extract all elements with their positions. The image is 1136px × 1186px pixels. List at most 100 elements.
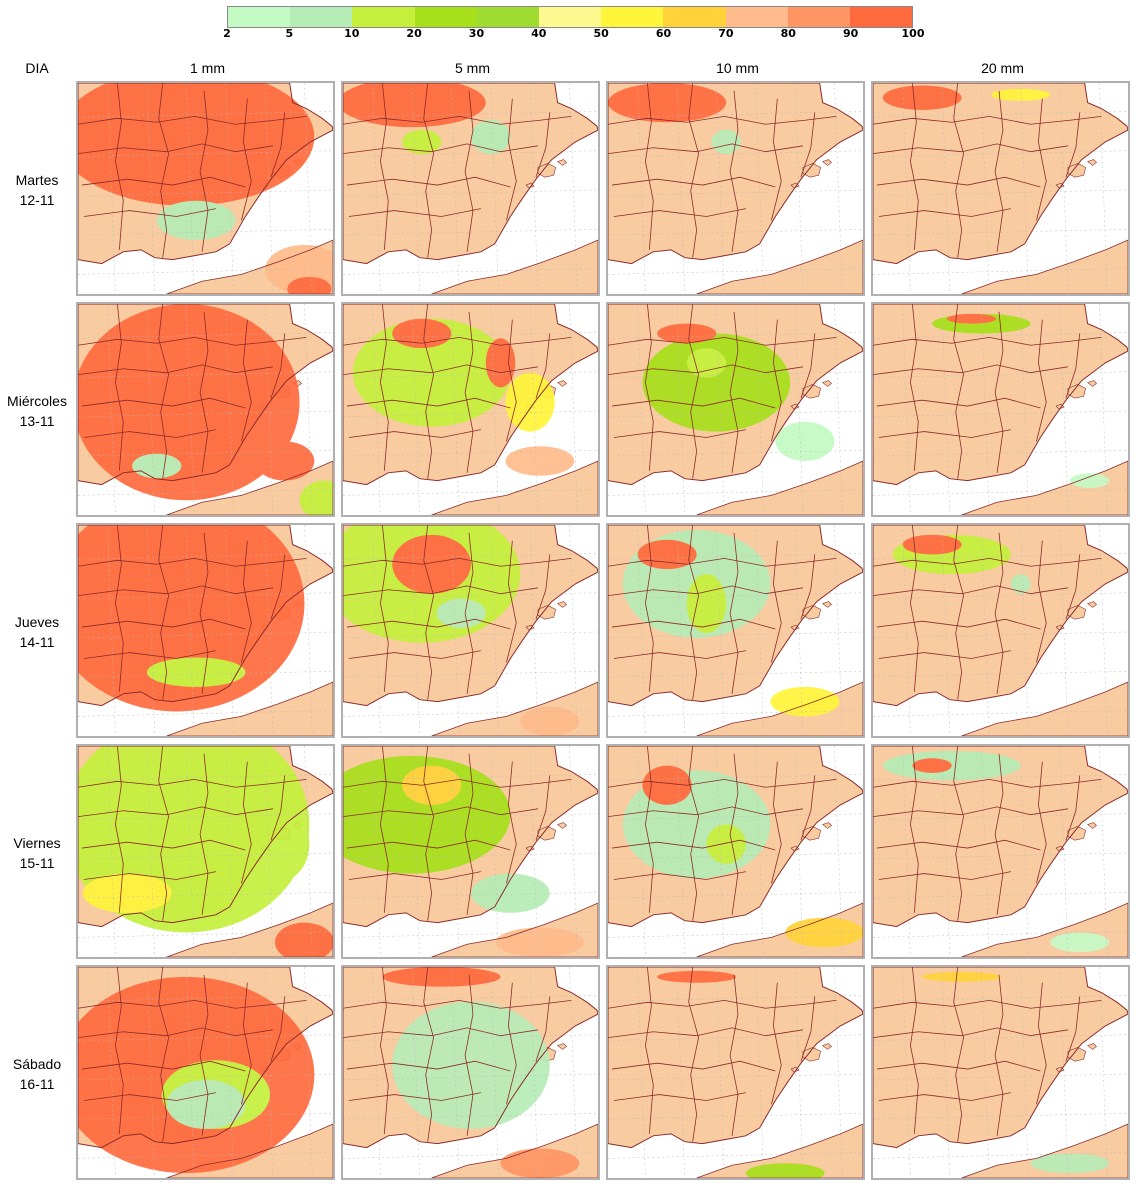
map-panel-sabado-20mm — [871, 965, 1130, 1180]
province-border — [688, 525, 699, 700]
island — [1087, 601, 1097, 608]
province-border — [380, 746, 389, 913]
province-borders — [78, 525, 307, 700]
parallel-line — [78, 852, 333, 860]
province-border — [873, 806, 1069, 818]
parallel-line — [873, 449, 1128, 457]
province-border — [115, 83, 124, 250]
probability-field — [932, 313, 1110, 489]
map-panel-martes-5mm — [341, 81, 600, 296]
map-panel-jueves-5mm — [341, 523, 600, 738]
meridian-line — [107, 304, 116, 515]
province-border — [645, 967, 654, 1134]
coastline — [431, 239, 598, 294]
province-border — [423, 746, 434, 921]
meridian-line — [981, 967, 990, 1178]
legend-tick-label: 50 — [593, 27, 609, 40]
parallel-line — [873, 891, 1128, 899]
probability-area — [343, 83, 486, 128]
coastline — [343, 967, 598, 1149]
probability-area — [882, 85, 962, 110]
province-border — [346, 618, 511, 630]
island — [1067, 384, 1087, 399]
meridian-line — [1059, 525, 1069, 736]
meridian-line — [902, 525, 911, 736]
province-border — [343, 143, 539, 155]
province-border — [771, 982, 782, 1105]
legend-swatch — [787, 7, 850, 27]
probability-area — [205, 564, 246, 643]
legend-tick-label: 40 — [531, 27, 547, 40]
parallel-line — [608, 268, 863, 275]
parallel-line — [78, 774, 333, 781]
column-header-10mm: 10 mm — [716, 60, 759, 76]
probability-map — [873, 525, 1128, 736]
meridian-line — [676, 525, 686, 736]
probability-field — [882, 85, 1051, 110]
coastline — [166, 902, 333, 957]
legend-tick-label: 80 — [780, 27, 796, 40]
parallel-line — [608, 774, 863, 781]
meridian-line — [186, 967, 195, 1178]
meridian-line — [981, 83, 990, 294]
meridian-line — [902, 746, 911, 957]
province-borders — [343, 525, 572, 700]
legend-swatch — [538, 7, 602, 27]
province-border — [241, 98, 252, 221]
province-border — [380, 967, 389, 1134]
meridian-line — [451, 83, 460, 294]
parallel-line — [78, 891, 333, 899]
parallel-line — [873, 592, 1128, 599]
day-column-header: DIA — [25, 60, 49, 76]
province-border — [873, 778, 1102, 788]
province-border — [613, 429, 746, 438]
province-border — [380, 83, 389, 250]
island — [822, 1043, 832, 1050]
meridian-line — [264, 967, 274, 1178]
province-border — [876, 1060, 1041, 1072]
parallel-line — [343, 489, 598, 496]
parallel-line — [873, 189, 1128, 197]
map-panel-martes-1mm — [76, 81, 335, 296]
province-border — [878, 871, 1011, 880]
province-border — [729, 90, 739, 252]
province-border — [873, 336, 1102, 346]
province-border — [645, 525, 654, 692]
meridian-line — [716, 746, 725, 957]
province-border — [81, 618, 246, 630]
parallel-line — [343, 670, 598, 678]
probability-map — [343, 746, 598, 957]
legend-tick-label: 10 — [344, 27, 360, 40]
coastline — [873, 304, 1128, 486]
meridian-line — [304, 83, 313, 294]
parallel-line — [608, 931, 863, 938]
province-border — [348, 429, 481, 438]
parallel-line — [343, 852, 598, 860]
meridian-line — [981, 304, 990, 515]
iberia-landmass — [873, 83, 1128, 264]
parallel-line — [873, 813, 1128, 820]
probability-field — [78, 746, 333, 957]
province-border — [873, 999, 1102, 1009]
province-border — [380, 304, 389, 471]
province-border — [608, 557, 837, 567]
parallel-line — [343, 891, 598, 899]
parallel-line — [78, 449, 333, 457]
coastline — [608, 83, 863, 265]
meridian-line — [1020, 967, 1029, 1178]
row-label-martes: Martes 12-11 — [0, 170, 74, 210]
parallel-line — [343, 449, 598, 457]
province-border — [81, 176, 246, 188]
probability-area — [991, 88, 1051, 101]
meridian-line — [225, 304, 234, 515]
province-border — [346, 176, 511, 188]
parallel-line — [608, 150, 863, 157]
province-border — [115, 525, 124, 692]
meridian-line — [304, 746, 313, 957]
province-borders — [873, 967, 1102, 1142]
probability-area — [770, 686, 840, 717]
parallel-line — [608, 553, 863, 560]
parallel-line — [343, 150, 598, 157]
map-panel-sabado-10mm — [606, 965, 865, 1180]
meridian-line — [264, 746, 274, 957]
